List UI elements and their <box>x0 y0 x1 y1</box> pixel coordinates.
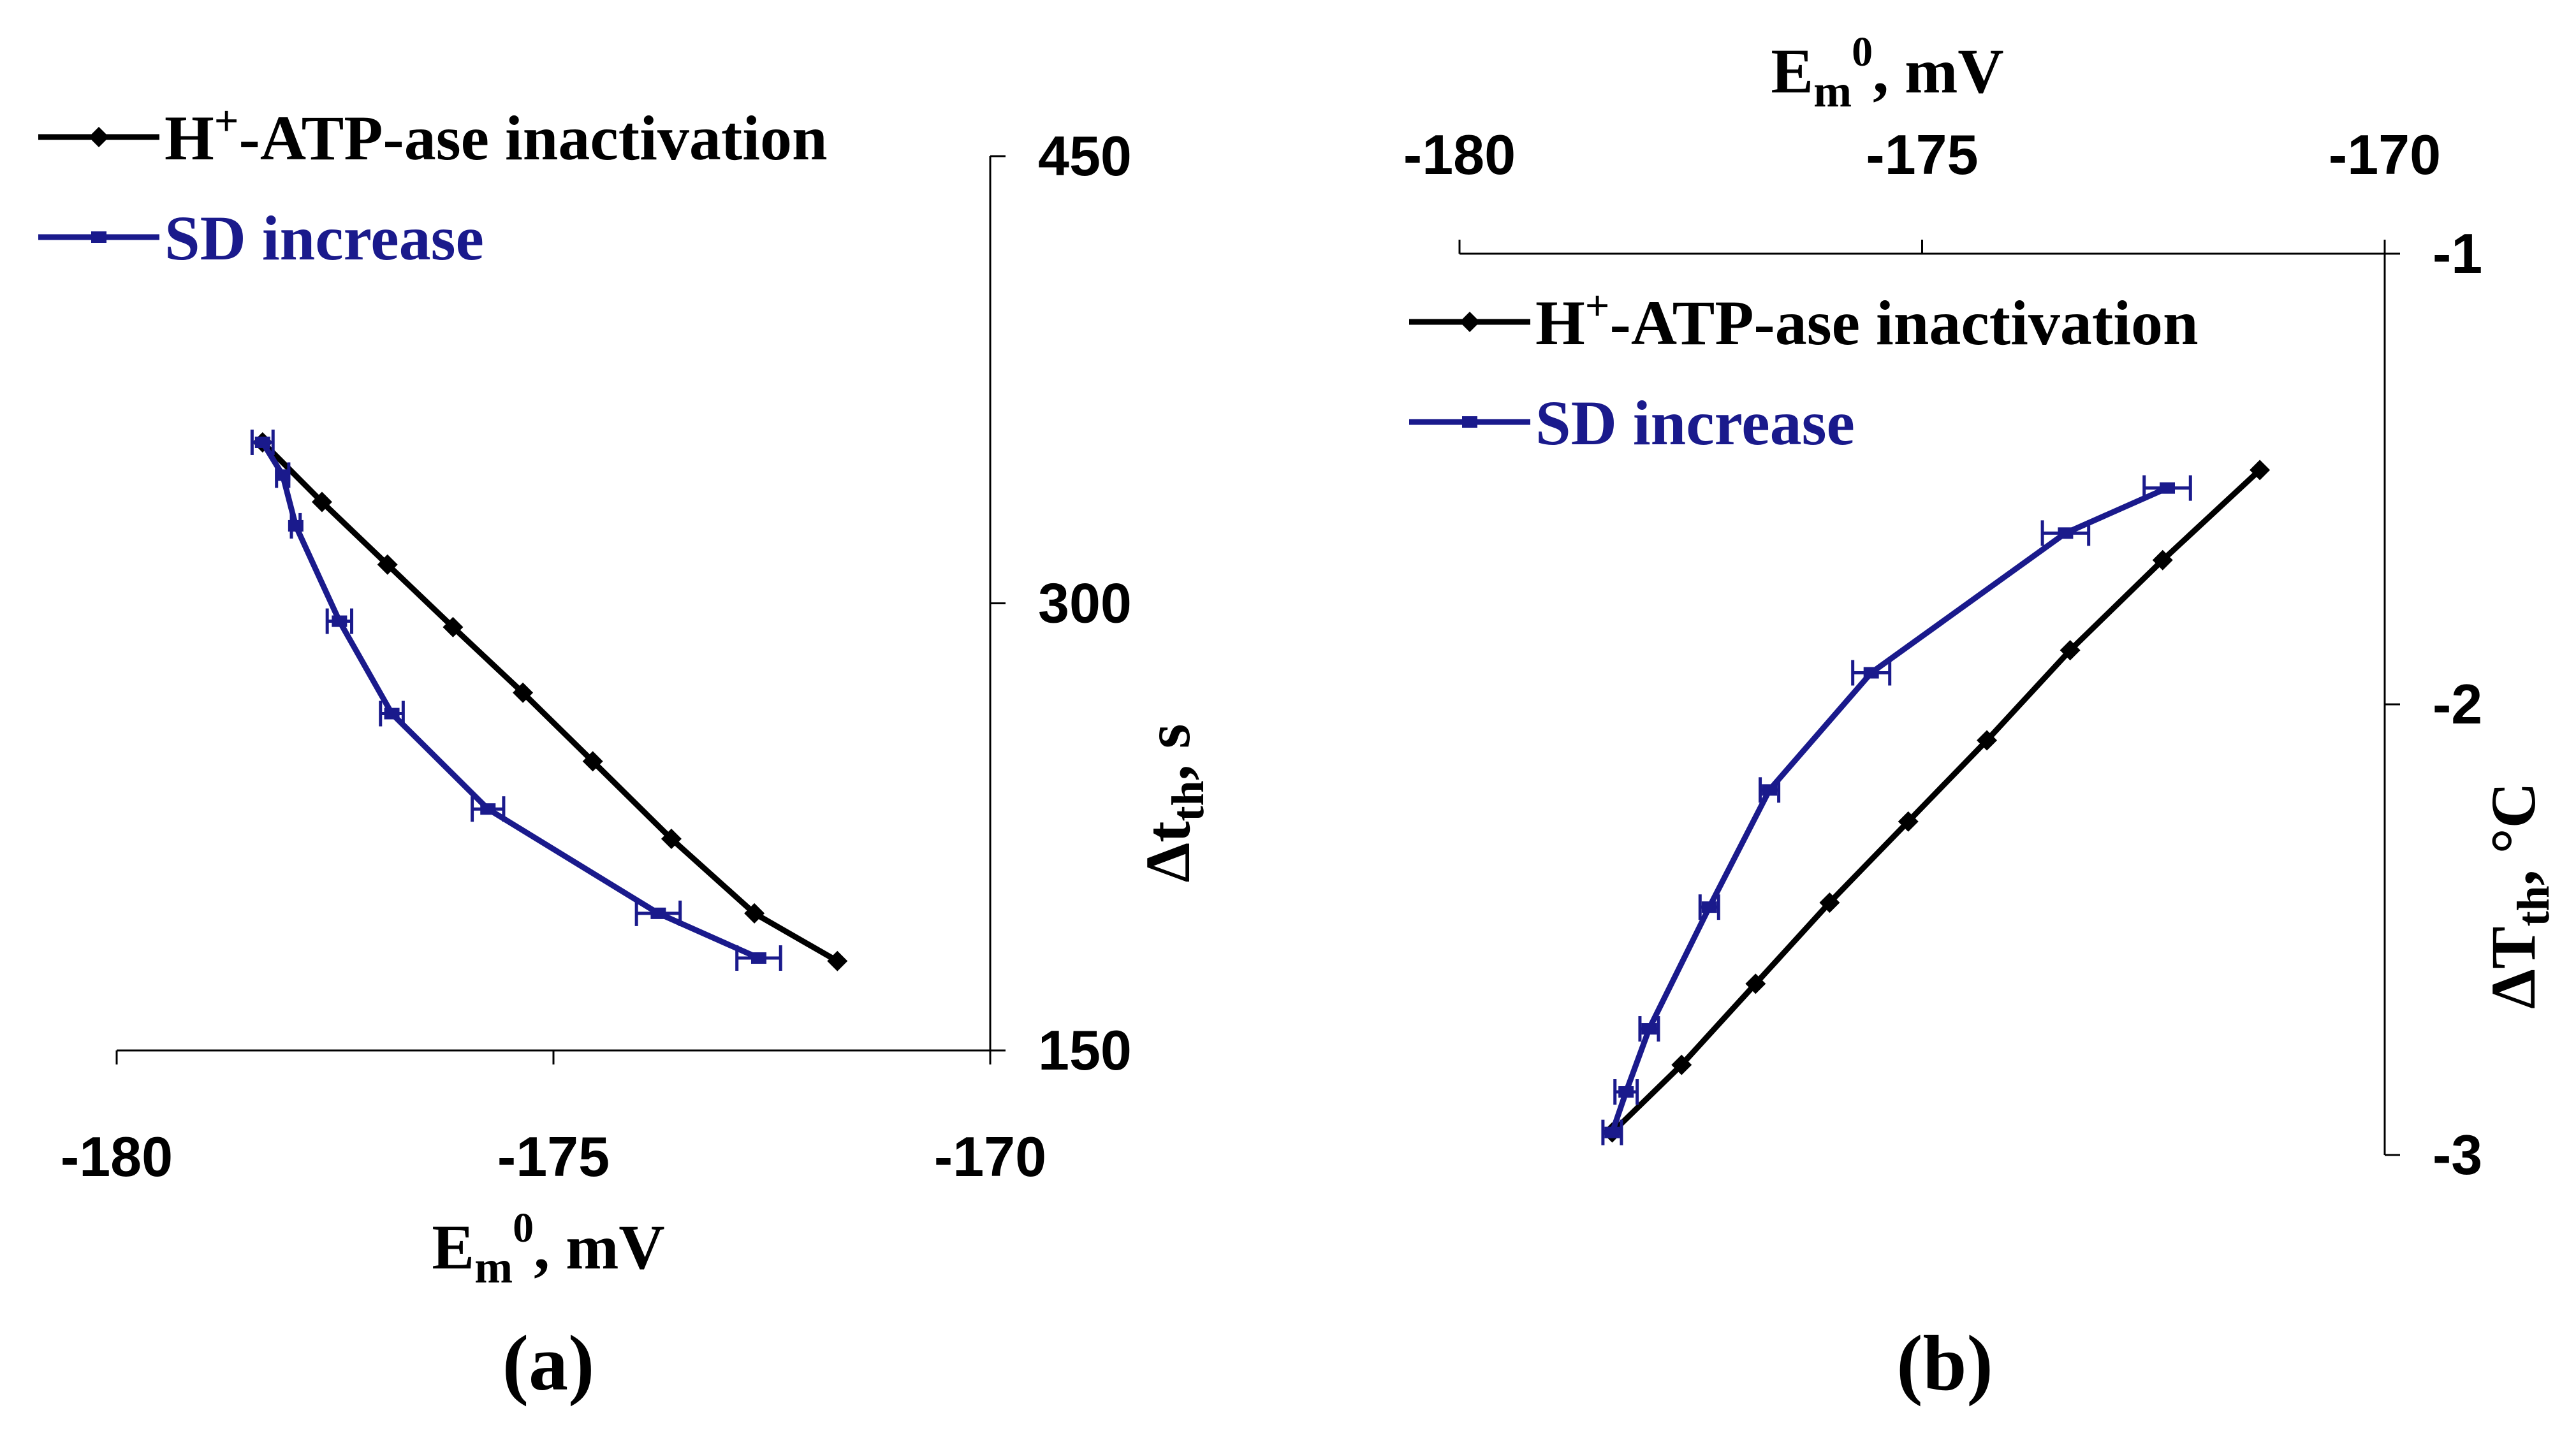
data-point <box>332 615 348 627</box>
data-point <box>582 751 603 772</box>
data-point <box>1641 1023 1657 1035</box>
legend-marker <box>89 127 109 147</box>
y-tick-label: 450 <box>1038 124 1132 187</box>
series-line <box>1609 485 2169 1134</box>
panel-b-chart: -180 -175 -170 -1 -2 -3 H+-ATP-ase inactivati… <box>1403 29 2559 1407</box>
y-axis-title: ΔTth, °C <box>2478 782 2559 1009</box>
data-point <box>513 682 534 703</box>
data-point <box>1604 1126 1620 1138</box>
data-point <box>1745 973 1766 994</box>
legend-marker <box>1460 312 1480 332</box>
data-point <box>254 436 270 448</box>
y-tick-label: 300 <box>1038 572 1132 635</box>
series-line <box>260 440 839 964</box>
panel-a-axes: -180 -175 -170 150 300 450 <box>61 124 1132 1188</box>
data-point <box>2058 527 2074 539</box>
data-point <box>384 708 400 720</box>
legend-label: SD increase <box>165 203 484 273</box>
series-atpase-inactivation <box>252 432 848 971</box>
series-atpase-inactivation <box>1602 460 2271 1143</box>
legend-label: H+-ATP-ase inactivation <box>165 96 828 173</box>
x-tick-label: -180 <box>61 1125 173 1188</box>
panel-label: (a) <box>502 1319 595 1407</box>
data-point <box>2250 460 2271 481</box>
data-point <box>377 554 398 575</box>
data-point <box>275 469 291 481</box>
data-point <box>1762 784 1778 796</box>
data-point <box>827 950 848 971</box>
data-point <box>1863 667 1879 679</box>
data-point <box>443 616 464 637</box>
x-tick-label: -175 <box>1866 123 1978 186</box>
x-tick-label: -180 <box>1403 123 1516 186</box>
panel-b-series <box>1601 460 2271 1145</box>
y-tick-label: -2 <box>2433 672 2482 736</box>
x-tick-label: -170 <box>2329 123 2441 186</box>
data-point <box>480 803 496 815</box>
panel-a-legend: H+-ATP-ase inactivation SD increase <box>38 96 828 273</box>
legend-item-sd-increase: SD increase <box>38 203 484 273</box>
series-line <box>260 440 760 961</box>
legend-label: SD increase <box>1535 388 1855 458</box>
x-axis-title: Em0, mV <box>432 1205 664 1293</box>
data-point <box>744 903 765 924</box>
panel-b-axes: -180 -175 -170 -1 -2 -3 <box>1403 123 2482 1186</box>
data-point <box>1671 1054 1692 1075</box>
data-point <box>2152 549 2173 570</box>
data-point <box>750 952 766 964</box>
data-point <box>1618 1086 1634 1098</box>
data-point <box>2160 482 2176 494</box>
legend-item-sd-increase: SD increase <box>1409 388 1855 458</box>
legend-label: H+-ATP-ase inactivation <box>1535 281 2199 358</box>
data-point <box>1898 811 1919 832</box>
legend-marker <box>1462 416 1477 428</box>
data-point <box>311 491 332 512</box>
legend-item-atpase-inactivation: H+-ATP-ase inactivation <box>38 96 828 173</box>
x-axis-title: Em0, mV <box>1771 29 2003 117</box>
y-tick-label: 150 <box>1038 1019 1132 1082</box>
y-tick-label: -1 <box>2433 222 2482 285</box>
legend-marker <box>91 231 106 243</box>
y-tick-label: -3 <box>2433 1123 2482 1186</box>
y-axis-title: Δtth, s <box>1132 724 1213 883</box>
panel-label: (b) <box>1896 1319 1993 1407</box>
panel-a-chart: -180 -175 -170 150 300 450 H+-ATP-ase inactiv… <box>38 96 1213 1407</box>
panel-a-series <box>250 429 848 971</box>
panel-a-labels: Em0, mV Δtth, s (a) <box>432 724 1213 1407</box>
x-tick-label: -175 <box>497 1125 610 1188</box>
series-sd-increase <box>1601 475 2192 1145</box>
data-point <box>288 519 304 532</box>
data-point <box>1977 730 1998 751</box>
legend-item-atpase-inactivation: H+-ATP-ase inactivation <box>1409 281 2199 358</box>
data-point <box>1819 892 1840 913</box>
series-sd-increase <box>250 429 782 971</box>
panel-b-labels: Em0, mV ΔTth, °C (b) <box>1771 29 2559 1407</box>
x-tick-label: -170 <box>934 1125 1046 1188</box>
data-point <box>650 907 666 919</box>
data-point <box>661 828 682 849</box>
panel-b-legend: H+-ATP-ase inactivation SD increase <box>1409 281 2199 458</box>
data-point <box>2060 640 2081 661</box>
data-point <box>1701 901 1717 913</box>
